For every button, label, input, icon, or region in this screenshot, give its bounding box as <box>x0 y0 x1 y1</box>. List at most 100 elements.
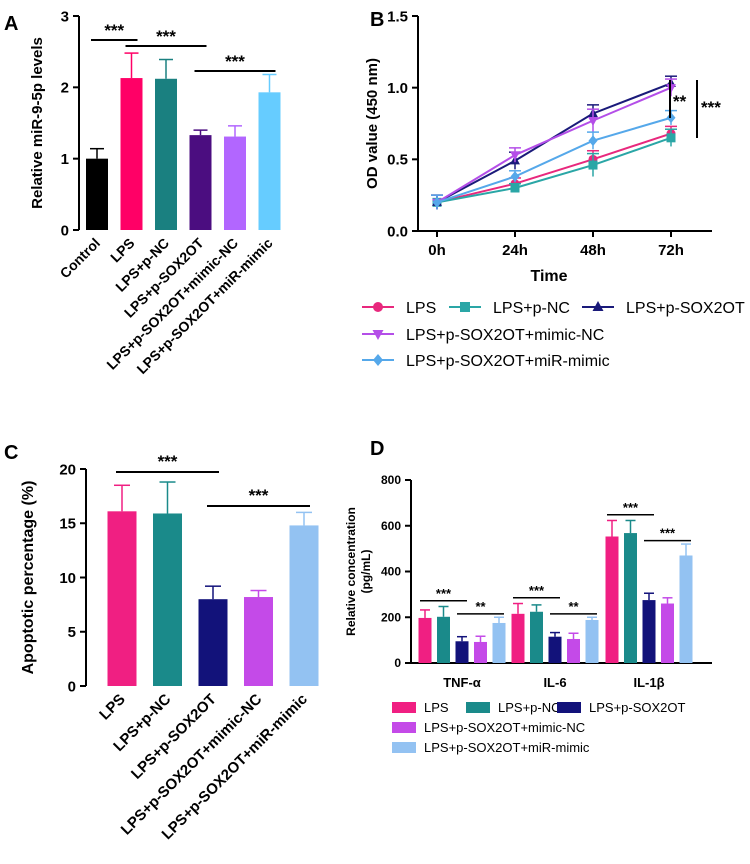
legend-marker <box>373 302 383 312</box>
significance-label: ** <box>568 599 579 614</box>
chart-b: 0.0 0.5 1.0 1.5 0h 24h 48h 72h Time OD value (450… <box>362 8 745 370</box>
line-lps-p-sox2ot-mimic-nc <box>436 86 672 204</box>
significance-label: *** <box>623 500 639 515</box>
a-y-tick-label: 0 <box>61 222 69 239</box>
b-x-axis-label: Time <box>530 268 567 285</box>
bar-il-6-lps-p-sox2ot-mir-mimic <box>585 619 599 663</box>
legend-item-lps-p-sox2ot: LPS+p-SOX2OT <box>582 300 745 317</box>
legend-item-lps-p-sox2ot-mir-mimic: LPS+p-SOX2OT+miR-mimic <box>392 740 590 755</box>
x-group-label-il-1: IL-1β <box>633 675 664 690</box>
b-y-tick-label: 1.0 <box>387 80 408 97</box>
bar-tnf-lps <box>418 617 432 663</box>
a-y-tick-label: 1 <box>61 151 69 168</box>
bar-il-6-lps-p-nc <box>530 611 543 663</box>
panel-label-b: B <box>370 9 384 31</box>
significance-label: *** <box>660 526 676 541</box>
chart-d: 0 200 400 600 800 Relative concentration (pg/m… <box>344 473 712 755</box>
legend-item-lps: LPS <box>362 300 436 317</box>
c-y-tick-label: 0 <box>68 678 76 695</box>
legend-swatch <box>466 702 490 713</box>
significance-label: *** <box>225 52 245 71</box>
d-legend: LPS LPS+p-NC LPS+p-SOX2OT LPS+p-SOX2OT+mimi… <box>392 700 686 755</box>
a-y-tick-label: 3 <box>61 8 69 25</box>
bar-tnf-lps-p-sox2ot-mir-mimic <box>492 622 506 663</box>
bar-lps-p-sox2ot-mir-mimic <box>289 525 319 686</box>
x-tick-label-lps: LPS <box>107 235 138 266</box>
legend-item-lps-p-sox2ot-mimic-nc: LPS+p-SOX2OT+mimic-NC <box>362 327 604 344</box>
bar-il-6-lps <box>511 613 525 663</box>
point-lps-p-sox2ot-mimic-nc-48h <box>588 117 598 127</box>
significance-label: ** <box>673 92 687 111</box>
series-lps-p-sox2ot-mimic-nc <box>431 78 677 210</box>
x-group-label-tnf: TNF-α <box>443 675 481 690</box>
bar-lps <box>120 78 143 230</box>
legend-marker <box>460 302 470 312</box>
d-y-axis-unit: (pg/mL) <box>359 550 373 594</box>
panel-label-d: D <box>370 438 384 460</box>
point-lps-p-sox2ot-mir-mimic-24h <box>510 171 520 182</box>
bar-lps-p-sox2ot <box>198 599 228 686</box>
legend-label: LPS+p-NC <box>498 700 561 715</box>
bar-il-1-lps-p-nc <box>624 533 637 663</box>
d-y-tick-label: 200 <box>381 610 401 624</box>
bar-lps-p-sox2ot <box>189 135 212 230</box>
line-lps-p-sox2ot <box>436 82 672 204</box>
significance-label: *** <box>104 21 124 40</box>
legend-item-lps-p-sox2ot-mimic-nc: LPS+p-SOX2OT+mimic-NC <box>392 720 585 735</box>
bar-lps-p-sox2ot-mimic-nc <box>224 136 246 230</box>
c-y-tick-label: 5 <box>68 624 76 641</box>
significance-label: *** <box>529 583 545 598</box>
bar-il-1-lps-p-sox2ot-mimic-nc <box>661 603 674 663</box>
bar-il-1-lps <box>605 536 619 663</box>
series-lps-p-nc <box>431 128 677 210</box>
legend-item-lps-p-sox2ot: LPS+p-SOX2OT <box>557 700 686 715</box>
b-y-tick-label: 0.5 <box>387 152 408 169</box>
bar-il-6-lps-p-sox2ot-mimic-nc <box>567 638 580 663</box>
legend-item-lps-p-nc: LPS+p-NC <box>449 300 570 317</box>
legend-marker <box>372 330 384 340</box>
bar-lps-p-nc <box>155 78 177 230</box>
legend-label: LPS+p-SOX2OT <box>626 300 745 317</box>
legend-swatch <box>392 722 416 733</box>
d-y-tick-label: 800 <box>381 473 401 487</box>
line-lps <box>436 132 672 204</box>
bar-tnf-lps-p-sox2ot-mimic-nc <box>474 641 487 663</box>
point-lps-p-sox2ot-mir-mimic-0h <box>432 196 442 208</box>
d-y-tick-label: 0 <box>394 656 401 670</box>
bar-il-6-lps-p-sox2ot <box>548 636 562 663</box>
b-y-axis-label: OD value (450 nm) <box>364 58 381 189</box>
line-lps-p-sox2ot-mir-mimic <box>436 116 672 204</box>
legend-label: LPS+p-NC <box>493 300 570 317</box>
legend-label: LPS+p-SOX2OT <box>589 700 686 715</box>
b-y-tick-label: 0.0 <box>387 223 408 240</box>
bar-control <box>86 158 108 230</box>
legend-marker <box>373 354 383 366</box>
panel-label-c: C <box>4 442 18 464</box>
point-lps-p-sox2ot-mimic-nc-24h <box>510 151 520 161</box>
significance-label: ** <box>475 599 486 614</box>
legend-swatch <box>392 702 416 713</box>
legend-item-lps-p-nc: LPS+p-NC <box>466 700 561 715</box>
legend-item-lps: LPS <box>392 700 449 715</box>
legend-label: LPS+p-SOX2OT+miR-mimic <box>406 353 610 370</box>
legend-label: LPS <box>424 700 449 715</box>
bar-lps-p-sox2ot-mimic-nc <box>244 597 273 686</box>
legend-swatch <box>392 742 416 753</box>
bar-tnf-lps-p-nc <box>437 616 450 663</box>
b-x-tick-label: 24h <box>502 242 528 259</box>
point-lps-p-sox2ot-mir-mimic-48h <box>588 135 598 147</box>
a-y-tick-label: 2 <box>61 80 69 97</box>
bar-tnf-lps-p-sox2ot <box>455 641 469 663</box>
panel-label-a: A <box>4 13 18 35</box>
legend-label: LPS+p-SOX2OT+miR-mimic <box>424 740 590 755</box>
x-group-label-il-6: IL-6 <box>543 675 566 690</box>
legend-label: LPS+p-SOX2OT+mimic-NC <box>406 327 604 344</box>
significance-label: *** <box>701 98 721 117</box>
chart-c: LPSLPS+p-NCLPS+p-SOX2OTLPS+p-SOX2OT+mimi… <box>20 452 319 843</box>
legend-swatch <box>557 702 581 713</box>
legend-label: LPS <box>406 300 436 317</box>
c-y-tick-label: 20 <box>59 461 76 478</box>
bar-lps <box>107 511 137 686</box>
b-x-tick-label: 72h <box>658 242 684 259</box>
